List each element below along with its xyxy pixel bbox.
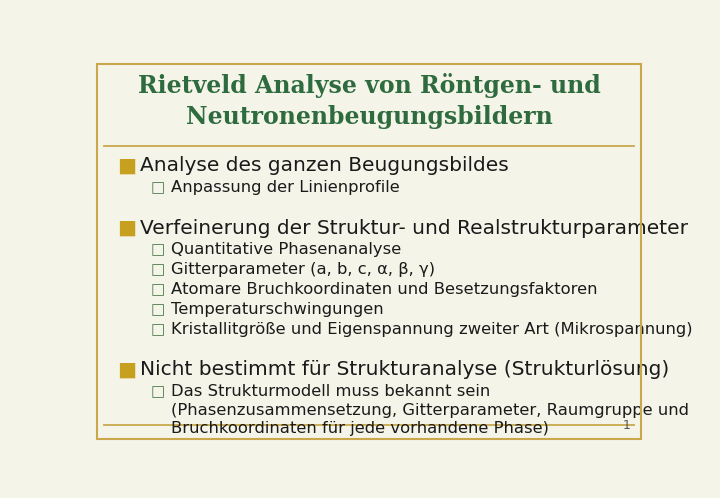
Text: Das Strukturmodell muss bekannt sein
(Phasenzusammensetzung, Gitterparameter, Ra: Das Strukturmodell muss bekannt sein (Ph… — [171, 384, 689, 436]
Text: □: □ — [150, 282, 164, 297]
Text: Rietveld Analyse von Röntgen- und
Neutronenbeugungsbildern: Rietveld Analyse von Röntgen- und Neutro… — [138, 73, 600, 129]
Text: Anpassung der Linienprofile: Anpassung der Linienprofile — [171, 180, 400, 195]
Text: Atomare Bruchkoordinaten und Besetzungsfaktoren: Atomare Bruchkoordinaten und Besetzungsf… — [171, 282, 598, 297]
Text: □: □ — [150, 262, 164, 277]
Text: □: □ — [150, 180, 164, 195]
Text: Verfeinerung der Struktur- und Realstrukturparameter: Verfeinerung der Struktur- und Realstruk… — [140, 219, 688, 238]
Text: □: □ — [150, 384, 164, 399]
Text: Gitterparameter (a, b, c, α, β, γ): Gitterparameter (a, b, c, α, β, γ) — [171, 262, 435, 277]
Text: Temperaturschwingungen: Temperaturschwingungen — [171, 302, 384, 317]
Text: ■: ■ — [117, 219, 136, 238]
Text: ■: ■ — [117, 361, 136, 379]
Text: Analyse des ganzen Beugungsbildes: Analyse des ganzen Beugungsbildes — [140, 156, 509, 175]
Text: ■: ■ — [117, 156, 136, 175]
Text: □: □ — [150, 243, 164, 257]
Text: □: □ — [150, 302, 164, 317]
Text: Quantitative Phasenanalyse: Quantitative Phasenanalyse — [171, 243, 401, 257]
Text: Nicht bestimmt für Strukturanalyse (Strukturlösung): Nicht bestimmt für Strukturanalyse (Stru… — [140, 361, 670, 379]
Text: □: □ — [150, 322, 164, 337]
Text: Kristallitgröße und Eigenspannung zweiter Art (Mikrospannung): Kristallitgröße und Eigenspannung zweite… — [171, 322, 693, 337]
Text: 1: 1 — [622, 419, 630, 432]
